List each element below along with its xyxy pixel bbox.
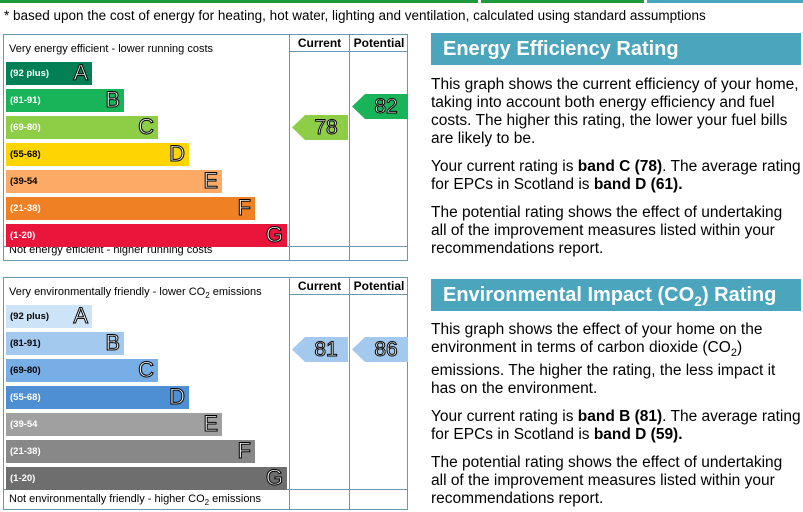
energy-band-letter: C [138,114,155,140]
energy-band-letter: F [237,195,251,221]
potential-column-header: Potential [353,36,405,50]
energy-band-g: (1-20) G [6,222,287,248]
energy-band-letter: D [169,141,186,167]
rating-value: 86 [374,338,398,362]
environmental-rating-chart: Current Potential Very environmentally f… [3,277,408,510]
environment-current-summary: Your current rating is band B (81). The … [431,408,801,444]
energy-band-b: (81-91) B [6,87,124,113]
environment-band-range: (81-91) [10,338,41,349]
energy-band-range: (21-38) [10,203,41,214]
current-column-header: Current [297,36,342,50]
energy-section-title: Energy Efficiency Rating [431,33,801,65]
energy-band-range: (1-20) [10,230,36,241]
environment-band-letter: F [237,438,251,464]
energy-band-e: (39-54 E [6,168,222,194]
environment-band-letter: C [138,357,155,383]
environment-bottom-label: Not environmentally friendly - higher CO… [9,492,262,507]
energy-band-range: (92 plus) [10,68,50,79]
top-border-teal [647,0,803,3]
energy-current-summary: Your current rating is band C (78). The … [431,158,801,193]
environment-band-range: (92 plus) [10,311,50,322]
environment-band-c: (69-80) C [6,357,158,383]
energy-band-range: (69-80) [10,122,41,133]
environment-band-letter: E [203,411,219,437]
footnote: * based upon the cost of energy for heat… [4,8,706,23]
environment-band-letter: B [105,330,121,356]
energy-info-section: Energy Efficiency Rating This graph show… [431,33,801,258]
energy-potential-summary: The potential rating shows the effect of… [431,204,783,257]
environment-description: This graph shows the effect of your home… [431,321,776,398]
environment-band-range: (1-20) [10,473,36,484]
rating-value: 82 [374,95,398,119]
energy-band-letter: A [73,60,89,86]
energy-band-f: (21-38) F [6,195,255,221]
energy-band-letter: B [105,87,121,113]
environment-band-range: (69-80) [10,365,41,376]
energy-top-label: Very energy efficient - lower running co… [9,43,214,55]
environment-band-a: (92 plus) A [6,303,92,329]
potential-column-header: Potential [353,279,405,293]
rating-value: 78 [314,116,338,140]
environment-band-letter: G [265,465,283,491]
environment-band-f: (21-38) F [6,438,255,464]
energy-band-range: (39-54 [10,176,38,187]
energy-rating-chart: Current Potential Very energy efficient … [3,34,408,261]
environment-band-letter: D [169,384,186,410]
environment-band-range: (21-38) [10,446,41,457]
environment-potential-rating: 86 [352,337,408,362]
energy-band-letter: E [203,168,219,194]
environment-band-d: (55-68) D [6,384,189,410]
current-column-header: Current [297,279,342,293]
environment-band-e: (39-54 E [6,411,222,437]
energy-bottom-label: Not energy efficient - higher running co… [9,244,213,256]
energy-band-d: (55-68) D [6,141,189,167]
energy-band-letter: G [265,222,283,248]
environment-band-g: (1-20) G [6,465,287,491]
rating-value: 81 [314,338,338,362]
environment-current-rating: 81 [292,337,348,362]
energy-current-rating: 78 [292,115,348,140]
top-border-green [0,0,478,3]
energy-band-c: (69-80) C [6,114,158,140]
environment-band-letter: A [73,303,89,329]
environment-potential-summary: The potential rating shows the effect of… [431,454,783,508]
energy-potential-rating: 82 [352,94,408,119]
environment-band-range: (55-68) [10,392,41,403]
energy-band-range: (55-68) [10,149,41,160]
energy-band-range: (81-91) [10,95,41,106]
environment-band-range: (39-54 [10,419,38,430]
environment-info-section: Environmental Impact (CO2) Rating This g… [431,279,801,508]
environment-section-title: Environmental Impact (CO2) Rating [431,279,801,311]
energy-band-a: (92 plus) A [6,60,92,86]
top-border-green-2 [481,0,644,3]
environment-band-b: (81-91) B [6,330,124,356]
energy-description: This graph shows the current efficiency … [431,76,799,147]
environment-top-label: Very environmentally friendly - lower CO… [9,286,262,301]
